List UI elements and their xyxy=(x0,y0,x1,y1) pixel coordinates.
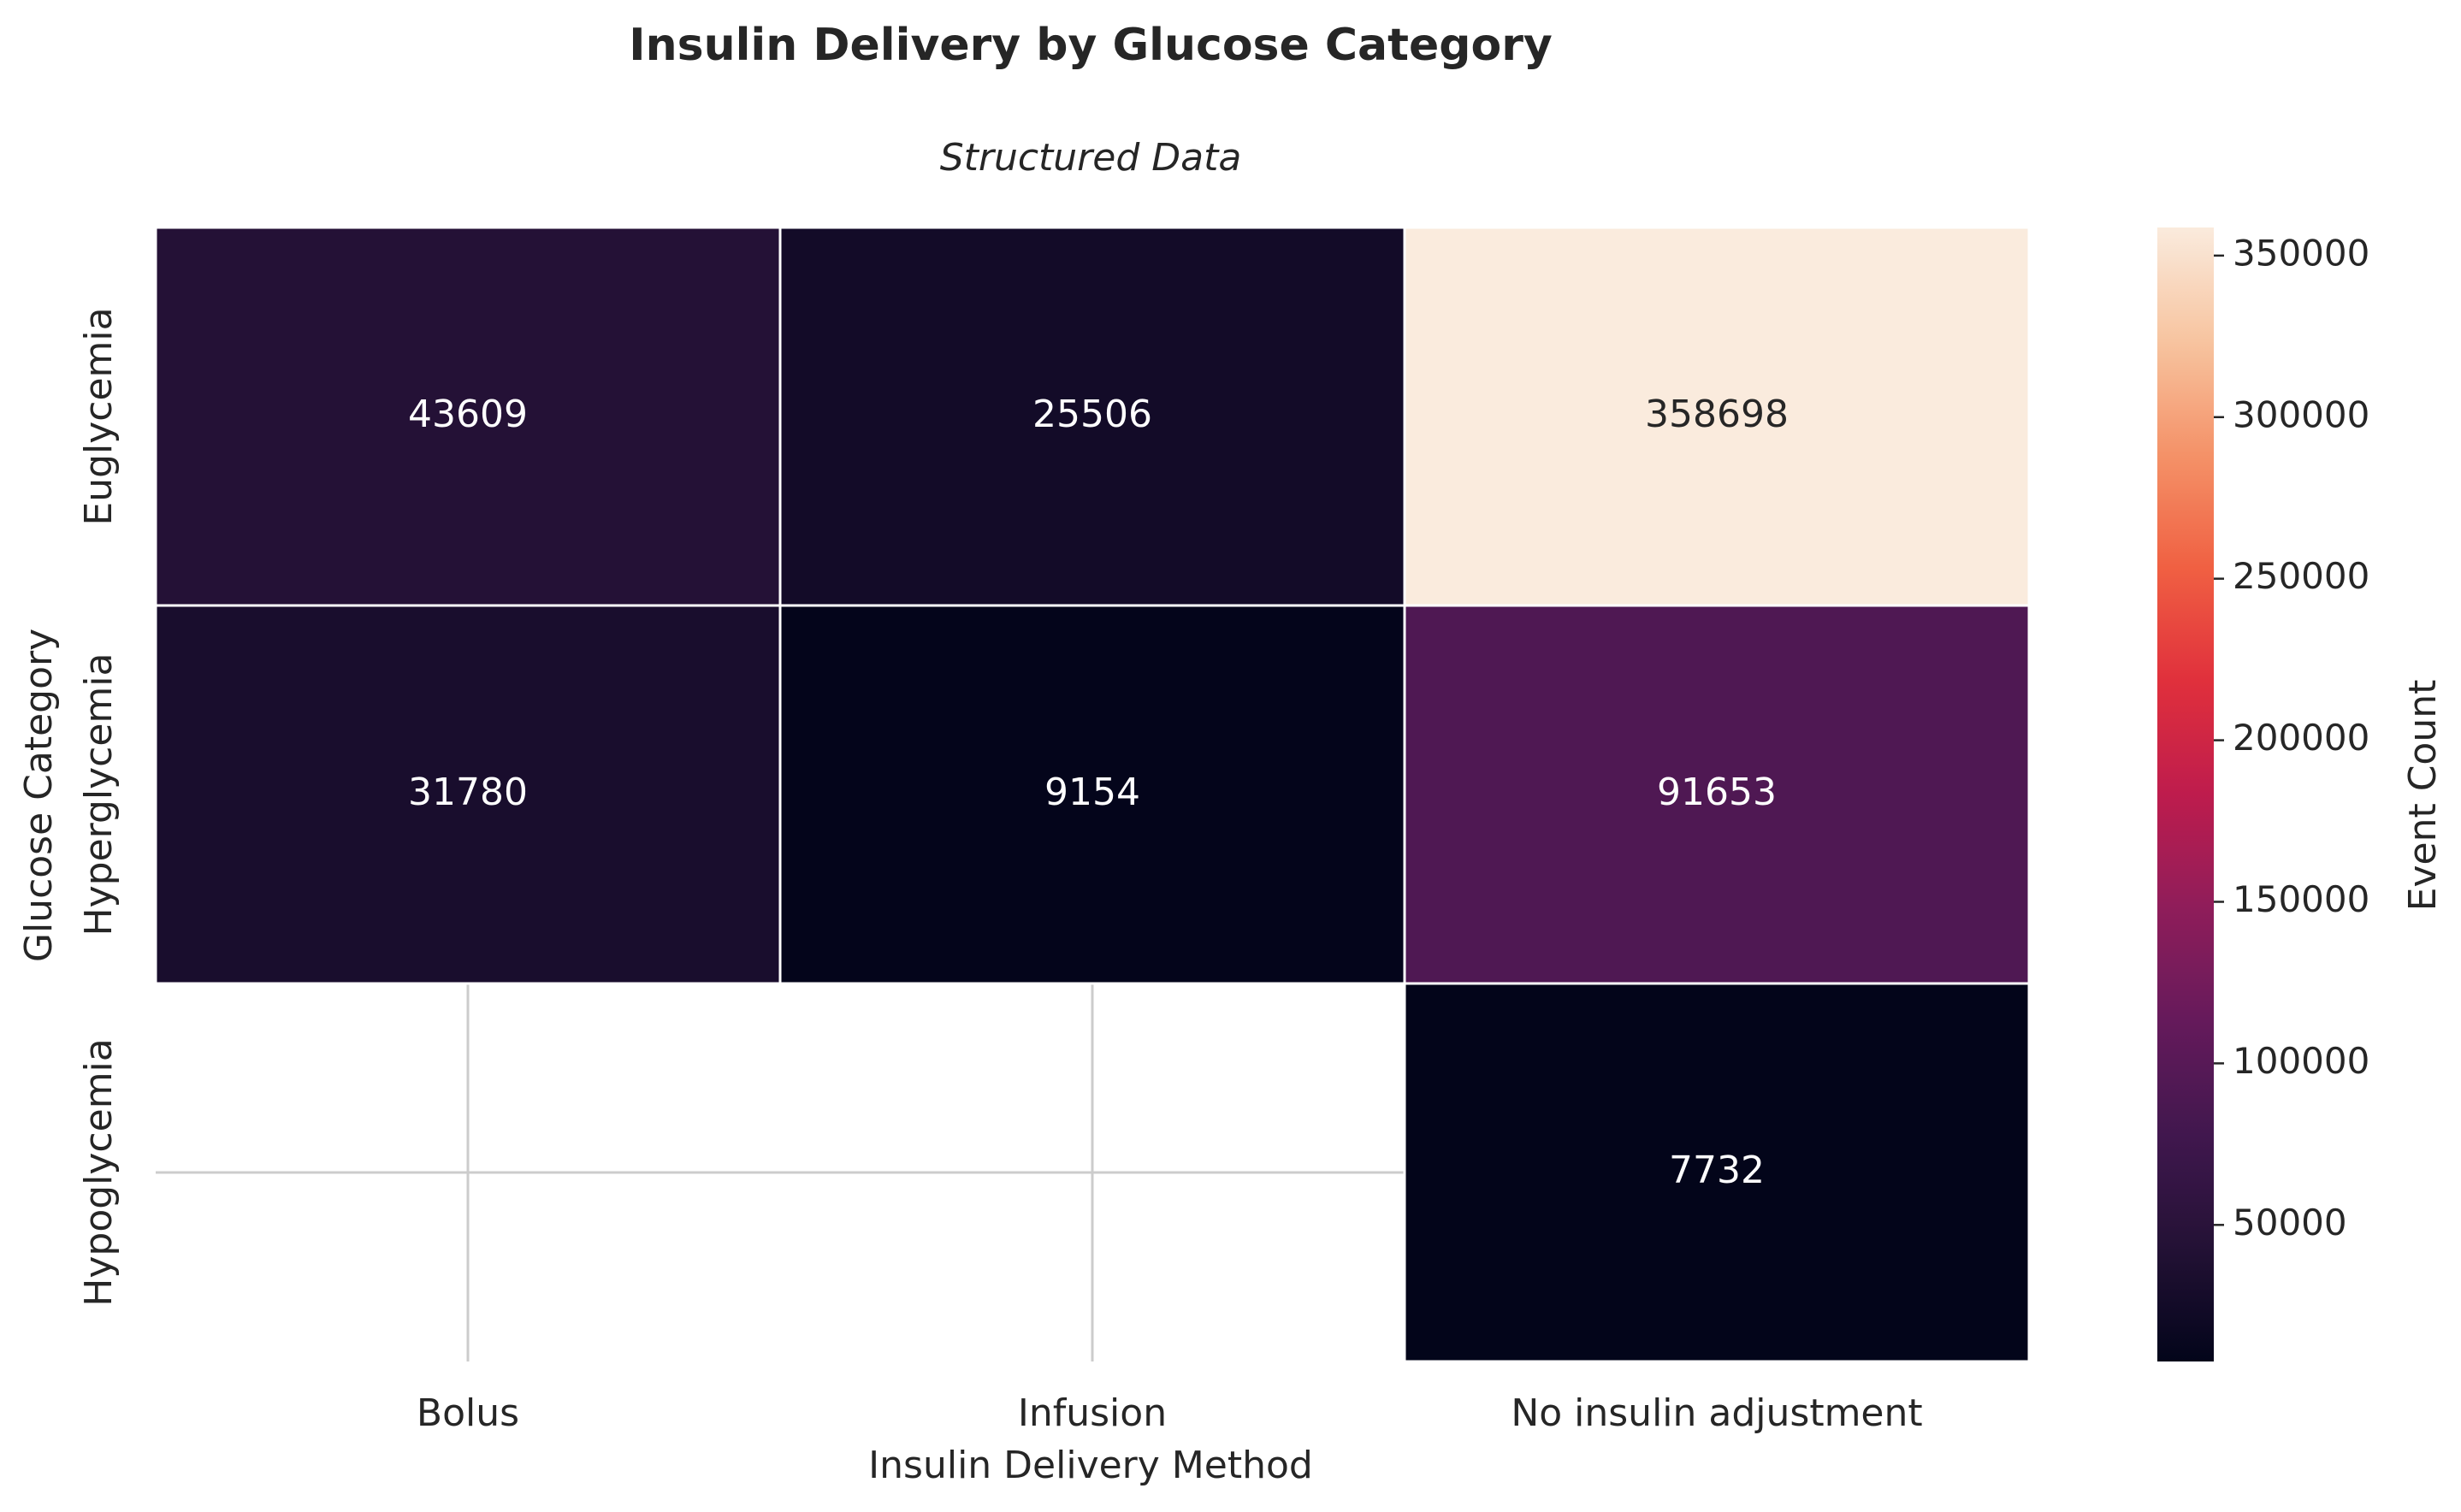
colorbar-tick-label: 350000 xyxy=(2233,232,2369,274)
colorbar-label: Event Count xyxy=(2401,680,2445,912)
colorbar-tick-label: 150000 xyxy=(2233,878,2369,920)
cell-value-label: 9154 xyxy=(1044,771,1140,814)
y-tick-label: Hyperglycemia xyxy=(77,653,121,936)
colorbar-tick-label: 50000 xyxy=(2233,1202,2347,1243)
cell-value-label: 7732 xyxy=(1669,1149,1765,1192)
cell-value-label: 31780 xyxy=(408,771,528,814)
cell-value-label: 358698 xyxy=(1645,393,1789,436)
colorbar-tick-label: 250000 xyxy=(2233,555,2369,597)
x-tick-label: No insulin adjustment xyxy=(1511,1391,1922,1435)
x-axis-label: Insulin Delivery Method xyxy=(868,1444,1313,1487)
cell-annotations: 43609 25506 358698 31780 9154 91653 7732 xyxy=(408,393,1789,1192)
heatmap-cell xyxy=(1403,604,2031,985)
y-tick-labels: Euglycemia Hyperglycemia Hypoglycemia xyxy=(77,307,121,1306)
cell-value-label: 25506 xyxy=(1032,393,1152,436)
colorbar-gradient xyxy=(2157,227,2214,1361)
x-tick-labels: Bolus Infusion No insulin adjustment xyxy=(417,1391,1923,1435)
y-tick-label: Hypoglycemia xyxy=(77,1038,121,1306)
heatmap-cell xyxy=(1403,226,2031,607)
heatmap-cell xyxy=(154,604,782,985)
heatmap-cells xyxy=(154,226,2031,1363)
cell-value-label: 43609 xyxy=(408,393,528,436)
colorbar-tick-label: 100000 xyxy=(2233,1040,2369,1082)
chart-title: Insulin Delivery by Glucose Category xyxy=(629,20,1552,71)
y-axis-label: Glucose Category xyxy=(17,629,61,962)
y-tick-label: Euglycemia xyxy=(77,307,121,525)
heatmap-cell xyxy=(778,604,1406,985)
chart-subtitle: Structured Data xyxy=(940,136,1242,180)
x-tick-label: Bolus xyxy=(417,1391,519,1435)
x-tick-label: Infusion xyxy=(1018,1391,1167,1435)
colorbar: 50000 100000 150000 200000 250000 300000 35000… xyxy=(2157,227,2369,1361)
colorbar-tick-label: 300000 xyxy=(2233,393,2369,435)
heatmap-cell xyxy=(154,226,782,607)
heatmap-cell xyxy=(1403,982,2031,1363)
cell-value-label: 91653 xyxy=(1657,771,1777,814)
colorbar-tick-label: 200000 xyxy=(2233,717,2369,759)
